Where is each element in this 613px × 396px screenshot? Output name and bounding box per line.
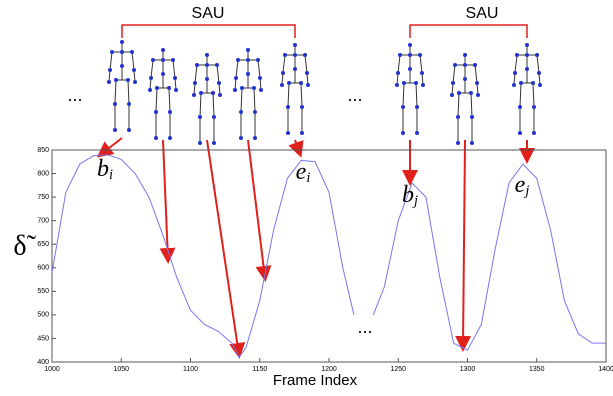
x-tick-label: 1100: [183, 366, 198, 373]
skeletons: [106, 39, 543, 146]
y-tick-label: 500: [37, 312, 49, 319]
y-tick-label: 850: [37, 147, 49, 154]
y-tick-label: 800: [37, 170, 49, 177]
x-tick-label: 1000: [44, 366, 60, 373]
x-tick-label: 1300: [460, 366, 476, 373]
x-tick-label: 1150: [252, 366, 267, 373]
point-label-sub: i: [109, 167, 113, 183]
data-line: [51, 154, 606, 359]
point-label: ej: [515, 172, 530, 200]
y-tick-label: 650: [37, 241, 49, 248]
sau-brackets: [121, 24, 528, 38]
y-axis-label: δ̃: [13, 230, 36, 261]
arrows: [96, 137, 535, 359]
x-tick-label: 1050: [113, 366, 129, 373]
point-label: bi: [97, 156, 113, 184]
y-tick-label: 750: [37, 194, 49, 201]
annotation: SAU: [466, 5, 499, 22]
point-label: ei: [296, 159, 311, 187]
point-label-base: e: [515, 172, 526, 198]
point-label: bj: [402, 182, 418, 210]
y-tick-label: 600: [37, 265, 49, 272]
y-tick-label: 400: [37, 359, 49, 366]
annotation: ...: [67, 85, 82, 105]
point-label-base: b: [402, 182, 414, 208]
point-label-sub: i: [306, 170, 310, 186]
x-tick-label: 1400: [598, 366, 613, 373]
x-tick-label: 1250: [390, 366, 406, 373]
point-label-base: e: [296, 159, 307, 185]
y-tick-label: 550: [37, 288, 49, 295]
annotation: SAU: [192, 5, 225, 22]
x-tick-label: 1200: [321, 366, 337, 373]
y-tick-label: 450: [37, 335, 49, 342]
point-label-base: b: [97, 156, 109, 182]
point-label-sub: j: [523, 183, 529, 199]
y-tick-label: 700: [37, 218, 49, 225]
point-label-sub: j: [412, 193, 418, 209]
annotation: ...: [347, 85, 362, 105]
x-tick-label: 1350: [529, 366, 545, 373]
x-axis-label: Frame Index: [273, 372, 358, 389]
annotation: ...: [357, 317, 372, 337]
